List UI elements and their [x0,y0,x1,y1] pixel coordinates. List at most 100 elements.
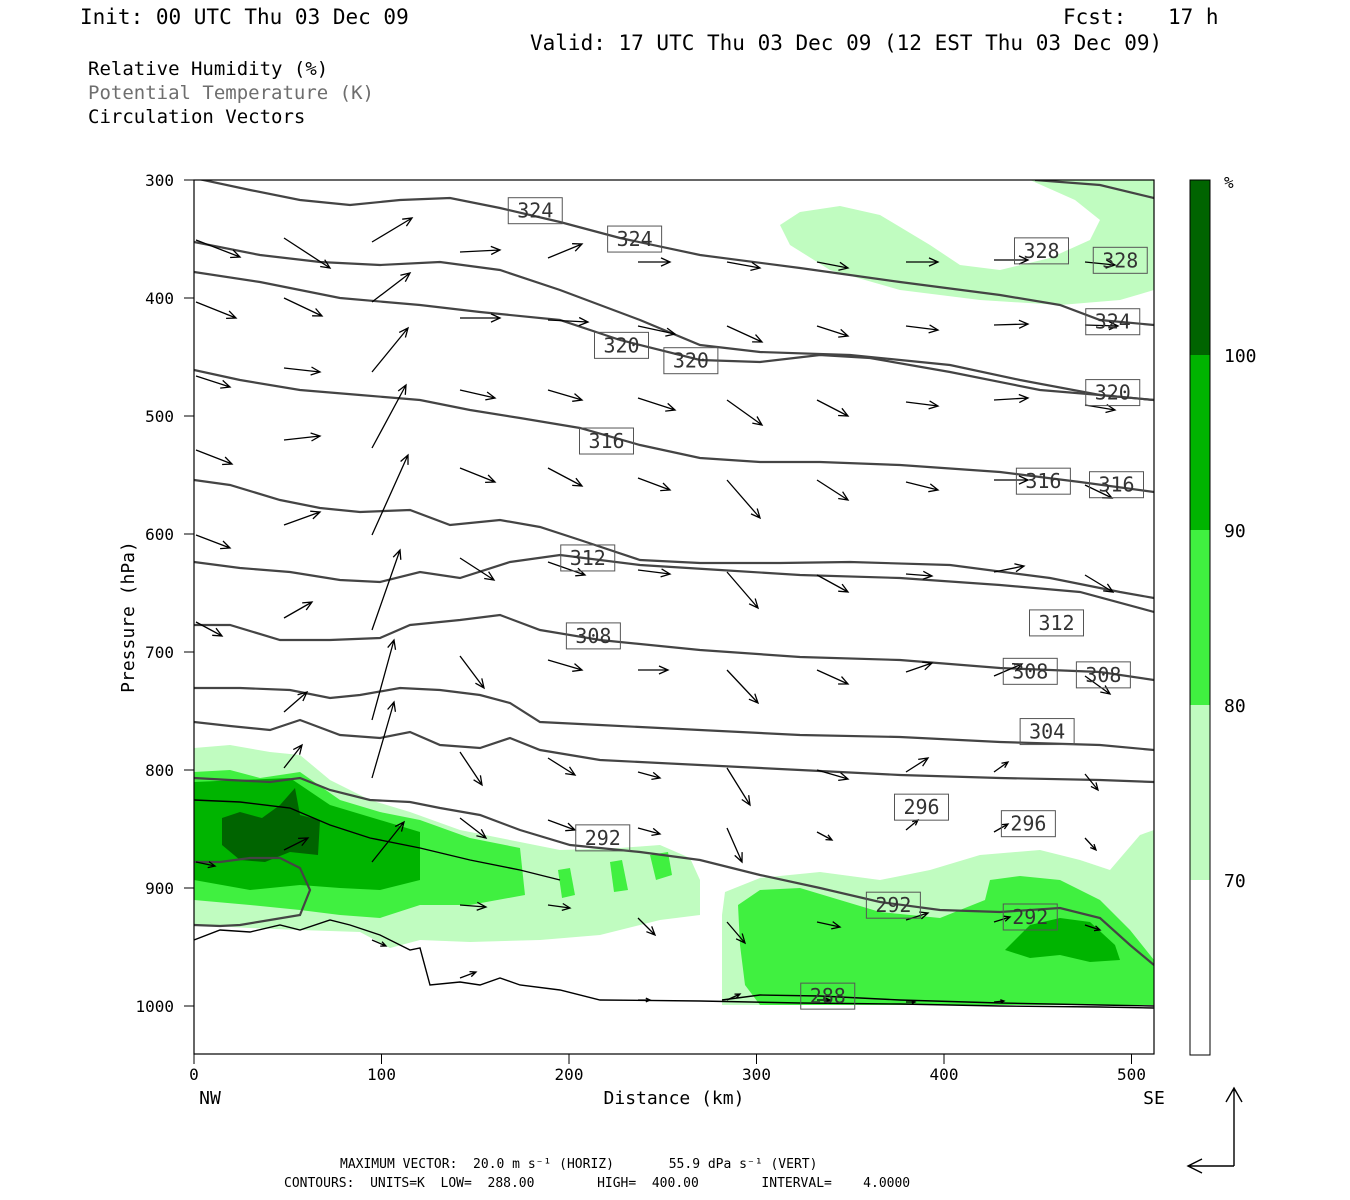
vector-arrow [817,997,832,1003]
vector-arrow [460,313,502,323]
vector-arrow [1084,773,1099,792]
rh-70-top-right [780,180,1154,305]
thin-contours [194,799,1154,1009]
vector-arrow [994,475,1030,485]
valid-time: Valid: 17 UTC Thu 03 Dec 09 (12 EST Thu … [530,31,1163,55]
contour-label-text: 320 [603,333,639,357]
y-tick-label: 900 [145,879,174,898]
contour-label: 292 [1002,903,1058,931]
theta-contour-288 [194,856,312,928]
vector-arrow [459,901,488,911]
colorbar-unit: % [1224,173,1234,192]
vector-arrow [993,393,1030,404]
contour-label: 328 [1092,246,1148,274]
vector-arrow [1084,924,1102,932]
vector-arrow [905,324,940,334]
contour-label: 320 [594,331,649,359]
theta-contour-308 [194,553,1154,614]
plot-area [194,180,1154,1054]
vector-arrow [637,917,657,937]
contour-label-text: 328 [1102,248,1138,272]
contour-label-box [594,331,649,359]
contour-label-text: 296 [903,795,939,819]
theta-contour-300 [194,686,1154,752]
contour-label: 304 [1019,718,1075,746]
colorbar: % 100 90 80 70 [1189,173,1257,1056]
vector-arrow [637,477,672,492]
colorbar-tick-100: 100 [1224,346,1257,367]
rh-80-blob-2 [610,860,628,892]
vector-arrow [195,301,238,320]
vector-arrow [816,574,850,593]
x-tick-label: 200 [555,1065,584,1084]
contour-label-text: 316 [1098,473,1134,497]
vector-arrow [371,383,407,449]
legend-relative-humidity: Relative Humidity (%) [88,58,329,80]
colorbar-tick-70: 70 [1224,871,1246,892]
x-tick-label: 0 [189,1065,199,1084]
vertical-reference-arrow [1225,1086,1243,1166]
contour-label-box [575,824,631,852]
colorbar-band-top [1190,180,1210,355]
x-end-label-se: SE [1143,1088,1165,1109]
contour-label-text: 324 [517,199,553,223]
vector-arrow [993,999,1006,1004]
vector-arrow [816,399,850,417]
vector-arrow [816,921,842,930]
x-tick-label: 500 [1117,1065,1146,1084]
rh-90-right [1005,918,1120,962]
theta-contour-304 [194,613,1154,682]
vector-arrow [726,261,762,272]
vector-arrow [371,217,414,243]
vector-arrow [1084,259,1117,269]
vector-arrow [547,757,577,776]
theta-contour-288-lower [721,994,1154,1007]
contour-label-text: 292 [585,826,621,850]
contour-label: 288 [800,982,856,1010]
vector-arrow [905,400,940,410]
contour-label: 308 [1075,661,1131,689]
contour-label-box [663,347,719,375]
vector-arrow [459,817,488,839]
contour-label: 324 [607,225,663,253]
colorbar-tick-90: 90 [1224,521,1246,542]
theta-contour-312 [194,478,1154,600]
contour-label-box [1075,661,1131,689]
theta-contour-292 [194,776,1154,966]
contour-label-text: 328 [1023,239,1059,263]
contour-label: 292 [575,824,631,852]
vector-arrow [459,751,483,787]
colorbar-band-90 [1190,530,1210,705]
vector-arrow [637,827,662,837]
vector-arrow [459,970,478,979]
init-time: Init: 00 UTC Thu 03 Dec 09 [80,5,409,29]
vector-arrow [637,397,677,412]
vector-arrow [993,663,1024,677]
contour-label-box [1089,471,1144,499]
contour-label-box [1029,609,1084,637]
y-tick-label: 300 [145,171,174,190]
contour-label: 308 [565,622,621,650]
forecast-hour: 17 h [1168,5,1219,29]
contour-label-box [1015,467,1071,495]
terrain-line [194,919,1154,1009]
contour-labels: 324 324 328 328 324 320 320 320 316 316 316 312 312 3… [507,197,1148,1010]
contour-label-text: 324 [617,227,653,251]
theta-contour-300-deep [194,799,561,881]
vector-arrow [283,510,322,526]
contour-label: 312 [1029,609,1084,637]
vector-arrow [905,661,934,673]
vector-arrow [547,659,584,672]
contour-label: 292 [865,891,921,919]
vector-arrow [726,921,747,945]
contour-label-box [1085,308,1141,336]
theta-contour-320 [194,270,1154,402]
contour-label-box [1002,903,1058,931]
contour-label-box [865,891,921,919]
vector-arrow [905,481,940,493]
vector-arrow [195,239,242,259]
contour-label: 296 [1000,810,1056,838]
vector-arrow [726,325,764,343]
x-tick-label: 300 [742,1065,771,1084]
